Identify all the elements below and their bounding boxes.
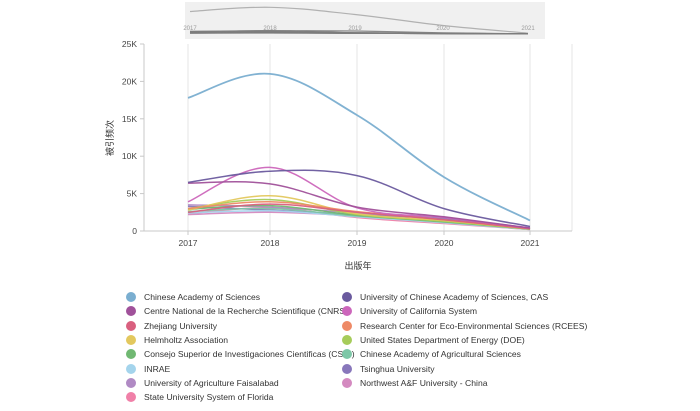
x-tick-label-2017: 2017: [179, 238, 198, 248]
series-line-2: [187, 169, 531, 228]
legend-item[interactable]: Tsinghua University: [342, 362, 435, 376]
overview-x-tick-2018: 2018: [263, 26, 277, 32]
legend-item[interactable]: Consejo Superior de Investigaciones Cien…: [126, 347, 355, 361]
x-tick-label-2019: 2019: [348, 238, 367, 248]
legend-swatch: [342, 377, 352, 388]
legend-swatch: [126, 377, 136, 388]
x-axis-title: 出版年: [344, 260, 371, 271]
overview-x-tick-2019: 2019: [348, 26, 362, 32]
legend-item[interactable]: United States Department of Energy (DOE): [342, 333, 525, 347]
y-tick-label-20K: 20K: [122, 76, 137, 86]
legend-item[interactable]: State University System of Florida: [126, 390, 273, 404]
legend-label: Consejo Superior de Investigaciones Cien…: [144, 349, 355, 360]
y-tick-label-10K: 10K: [122, 151, 137, 161]
legend-label: Chinese Academy of Sciences: [144, 292, 261, 302]
legend-swatch: [126, 363, 136, 374]
overview-series-line: [189, 6, 529, 34]
overview-x-tick-2017: 2017: [183, 26, 197, 32]
x-tick-label-2021: 2021: [521, 238, 540, 248]
series-line-5: [187, 203, 531, 230]
legend-item[interactable]: Zhejiang University: [126, 319, 217, 333]
series-line-1: [187, 72, 531, 222]
legend-label: Northwest A&F University - China: [360, 377, 488, 388]
legend-label: Tsinghua University: [360, 363, 435, 374]
legend-label: University of Agriculture Faisalabad: [144, 377, 279, 388]
series-line-3: [187, 181, 531, 229]
overview-x-tick-2020: 2020: [436, 26, 450, 32]
legend-swatch: [342, 349, 352, 360]
legend-label: Research Center for Eco-Environmental Sc…: [360, 320, 588, 331]
legend-item[interactable]: Helmholtz Association: [126, 333, 228, 347]
legend-label: Helmholtz Association: [144, 334, 229, 345]
legend-swatch: [126, 292, 136, 302]
overview-x-tick-2021: 2021: [521, 26, 535, 32]
x-tick-label-2020: 2020: [435, 238, 454, 248]
legend-swatch: [126, 334, 136, 345]
y-axis-title: 被引频次: [104, 120, 115, 156]
legend-item[interactable]: Chinese Academy of Agricultural Sciences: [342, 347, 521, 361]
y-tick-label-5K: 5K: [127, 189, 138, 199]
y-tick-label-0: 0: [132, 226, 137, 236]
legend-swatch: [342, 334, 352, 345]
legend-label: University of California System: [360, 306, 478, 317]
x-tick-label-2018: 2018: [261, 238, 280, 248]
legend-label: INRAE: [144, 363, 171, 374]
legend-item[interactable]: Centre National de la Recherche Scientif…: [126, 304, 348, 318]
legend-swatch: [126, 306, 136, 317]
legend-swatch: [342, 306, 352, 317]
legend-item[interactable]: University of California System: [342, 304, 477, 318]
legend-label: State University System of Florida: [144, 392, 274, 403]
legend-swatch: [342, 292, 352, 302]
legend-label: University of Chinese Academy of Science…: [360, 292, 549, 302]
legend-label: Chinese Academy of Agricultural Sciences: [360, 349, 521, 360]
y-tick-label-25K: 25K: [122, 39, 137, 49]
overview-series-line: [189, 32, 529, 35]
legend-item[interactable]: Northwest A&F University - China: [342, 376, 488, 390]
legend-swatch: [126, 392, 136, 403]
legend-item[interactable]: University of Agriculture Faisalabad: [126, 376, 279, 390]
legend-swatch: [342, 363, 352, 374]
legend-item[interactable]: Chinese Academy of Sciences: [126, 290, 260, 304]
legend-item[interactable]: University of Chinese Academy of Science…: [342, 290, 548, 304]
legend-item[interactable]: INRAE: [126, 362, 170, 376]
y-tick-label-15K: 15K: [122, 114, 137, 124]
legend-label: United States Department of Energy (DOE): [360, 334, 525, 345]
legend-label: Centre National de la Recherche Scientif…: [144, 306, 348, 317]
legend-label: Zhejiang University: [144, 320, 218, 331]
legend-swatch: [342, 320, 352, 331]
legend-swatch: [126, 349, 136, 360]
legend-swatch: [126, 320, 136, 331]
legend-item[interactable]: Research Center for Eco-Environmental Sc…: [342, 319, 587, 333]
